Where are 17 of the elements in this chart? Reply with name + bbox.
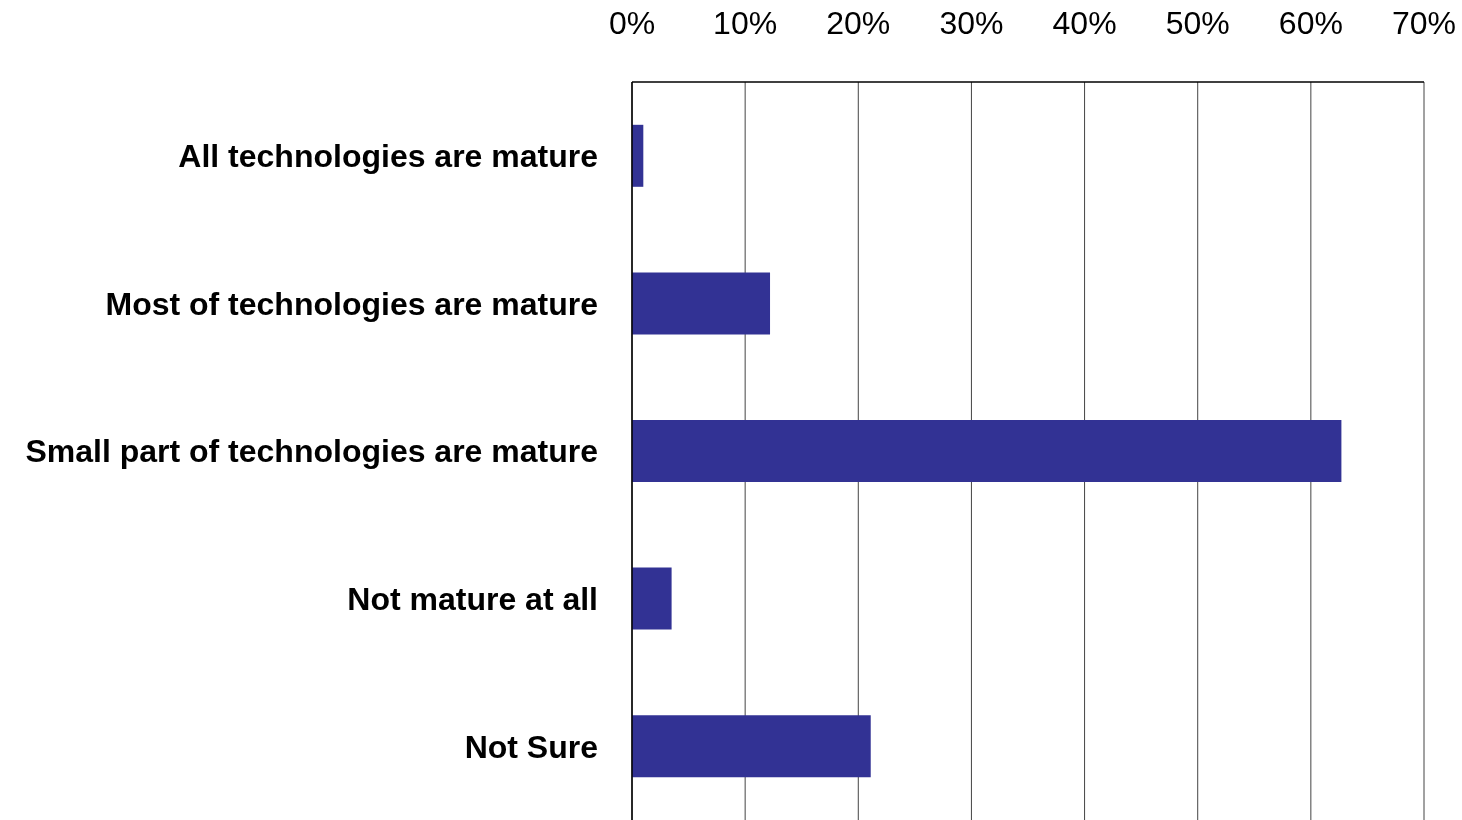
x-tick-label: 70% bbox=[1391, 5, 1457, 41]
x-tick-label: 10% bbox=[713, 5, 778, 41]
y-tick-label: Not Sure bbox=[464, 728, 598, 765]
y-tick-label: Not mature at all bbox=[347, 580, 598, 617]
bar bbox=[632, 715, 871, 778]
bar bbox=[632, 567, 672, 630]
y-tick-label: Small part of technologies are mature bbox=[25, 433, 598, 470]
x-tick-label: 30% bbox=[939, 5, 1004, 41]
bar bbox=[632, 272, 771, 335]
bar bbox=[632, 420, 1342, 482]
x-tick-label: 60% bbox=[1278, 5, 1343, 41]
x-tick-label: 40% bbox=[1052, 5, 1117, 41]
x-tick-label: 0% bbox=[608, 5, 656, 41]
x-tick-label: 20% bbox=[826, 5, 891, 41]
x-tick-label: 50% bbox=[1165, 5, 1230, 41]
y-tick-label: All technologies are mature bbox=[178, 138, 598, 175]
y-tick-label: Most of technologies are mature bbox=[105, 285, 598, 322]
